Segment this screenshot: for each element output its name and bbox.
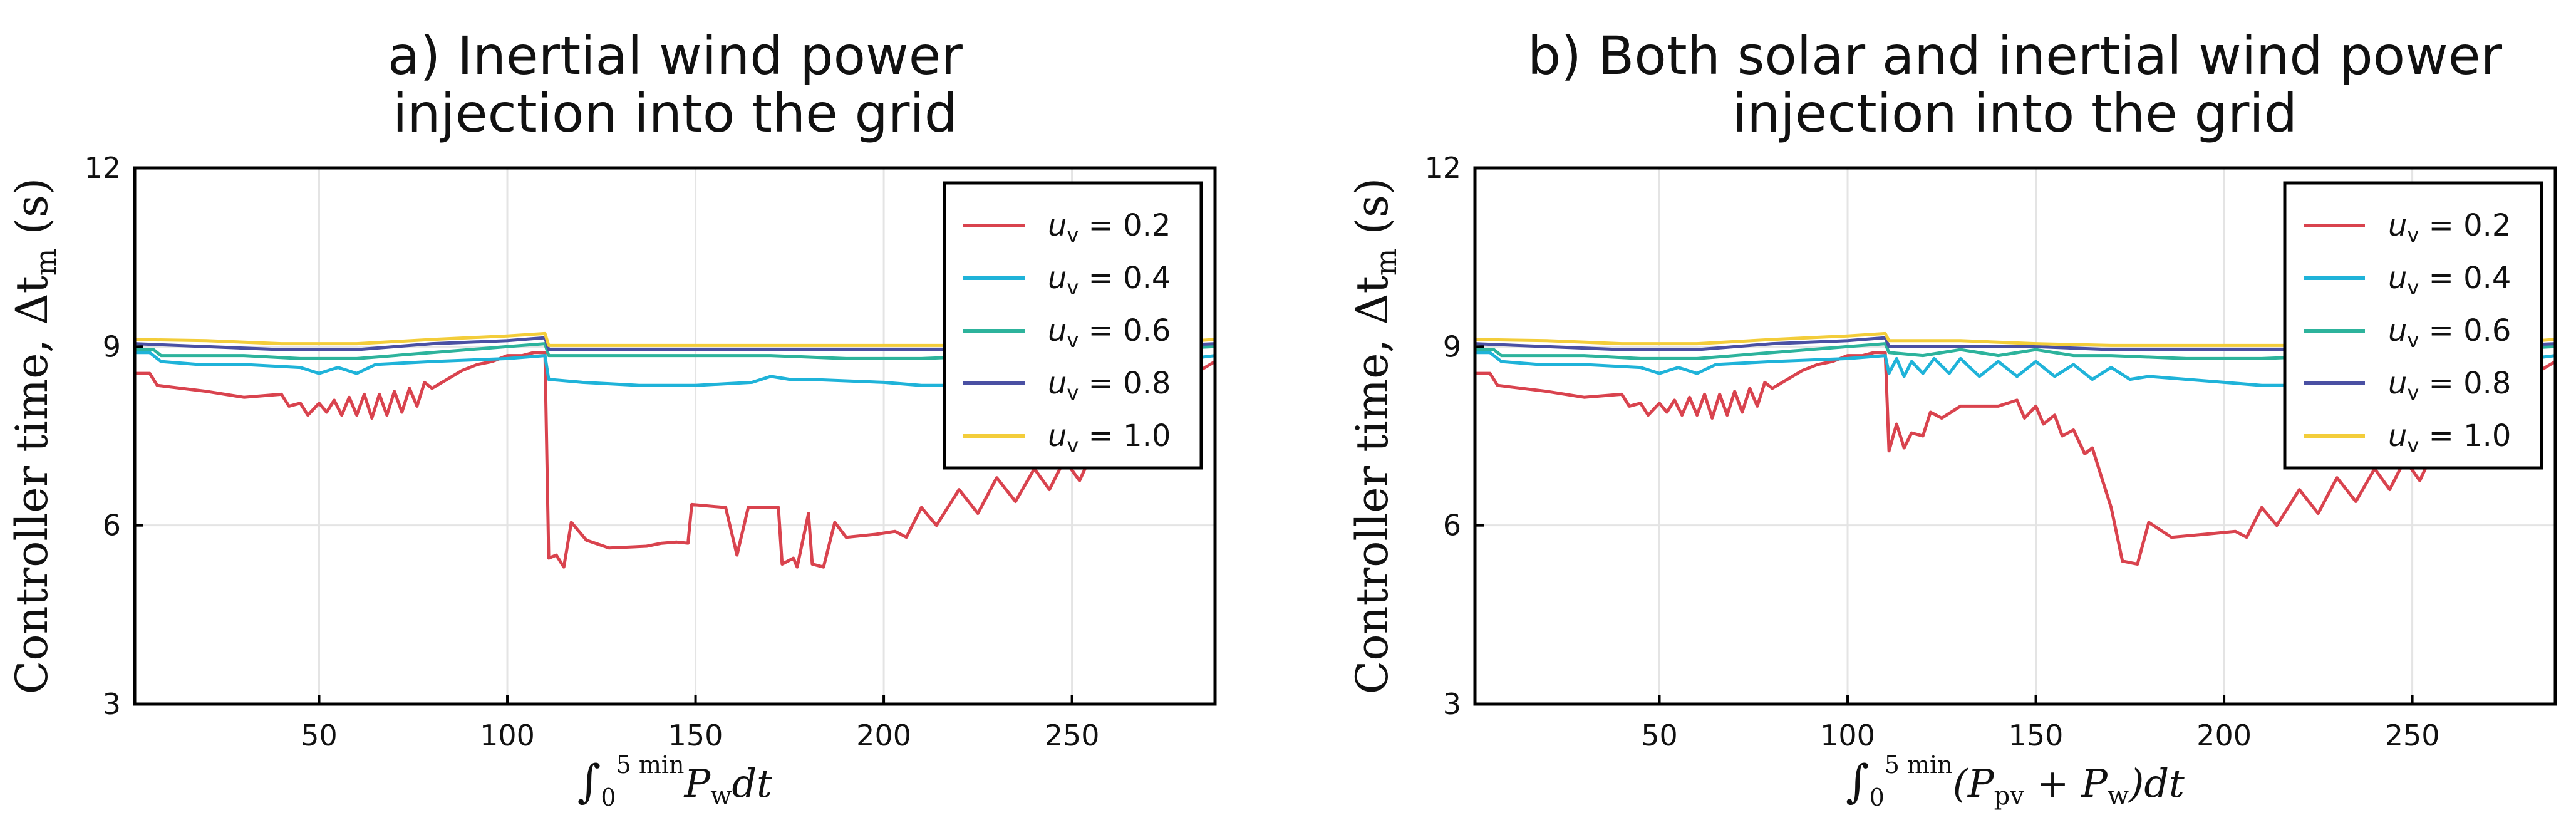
- x-tick-label: 150: [2009, 719, 2064, 752]
- y-tick-label: 3: [103, 687, 121, 721]
- legend-label: uv = 1.0: [2388, 418, 2511, 457]
- y-tick-label: 12: [1424, 151, 1461, 185]
- chart-title-line: a) Inertial wind power: [388, 25, 963, 86]
- y-axis-label: Controller time, Δtm (s): [1347, 178, 1403, 694]
- series-line-0: [1475, 351, 2555, 566]
- plot-frame: [133, 166, 1217, 706]
- chart-panel-0: 50 100 150 200 250 3 6 9 12 a) Inertial wind powe…: [6, 25, 1217, 811]
- legend-label: uv = 0.2: [2388, 208, 2511, 247]
- legend-label: uv = 0.6: [1048, 313, 1171, 352]
- x-tick-label: 50: [1641, 719, 1678, 752]
- x-tick-label: 250: [1045, 719, 1100, 752]
- legend-label: uv = 0.4: [2388, 261, 2511, 299]
- series-line-1: [1475, 351, 2555, 387]
- legend: uv = 0.2 uv = 0.4 uv = 0.6 uv = 0.8 uv = 1.0: [2283, 181, 2543, 470]
- y-tick-label: 3: [1443, 687, 1461, 721]
- x-tick-label: 50: [301, 719, 338, 752]
- y-tick-label: 12: [84, 151, 121, 185]
- y-tick-label: 9: [1443, 329, 1461, 363]
- chart-title-line: injection into the grid: [1732, 83, 2297, 144]
- x-axis-label: ∫05 min(Ppv + Pw)dt: [1846, 751, 2185, 811]
- x-tick-label: 250: [2385, 719, 2440, 752]
- series-line-0: [135, 351, 1215, 569]
- chart-title-line: b) Both solar and inertial wind power: [1528, 25, 2503, 86]
- x-tick-label: 200: [2196, 719, 2252, 752]
- legend-label: uv = 0.6: [2388, 313, 2511, 352]
- y-tick-label: 9: [103, 329, 121, 363]
- legend: uv = 0.2 uv = 0.4 uv = 0.6 uv = 0.8 uv = 1.0: [943, 181, 1203, 470]
- chart-title-line: injection into the grid: [393, 83, 958, 144]
- legend-label: uv = 0.8: [2388, 366, 2511, 405]
- chart-panel-1: 50 100 150 200 250 3 6 9 12 b) Both solar and ine…: [1347, 25, 2557, 811]
- x-tick-label: 100: [1820, 719, 1875, 752]
- x-tick-label: 100: [480, 719, 535, 752]
- legend-label: uv = 0.8: [1048, 366, 1171, 405]
- y-tick-label: 6: [103, 509, 121, 542]
- legend-label: uv = 0.4: [1048, 261, 1171, 299]
- plot-frame: [1473, 166, 2557, 706]
- legend-label: uv = 1.0: [1048, 418, 1171, 457]
- legend-box: [2283, 181, 2543, 470]
- legend-box: [943, 181, 1203, 470]
- y-tick-label: 6: [1443, 509, 1461, 542]
- legend-label: uv = 0.2: [1048, 208, 1171, 247]
- x-tick-label: 150: [668, 719, 723, 752]
- x-tick-label: 200: [856, 719, 911, 752]
- x-axis-label: ∫05 minPwdt: [577, 751, 772, 811]
- y-axis-label: Controller time, Δtm (s): [6, 178, 63, 694]
